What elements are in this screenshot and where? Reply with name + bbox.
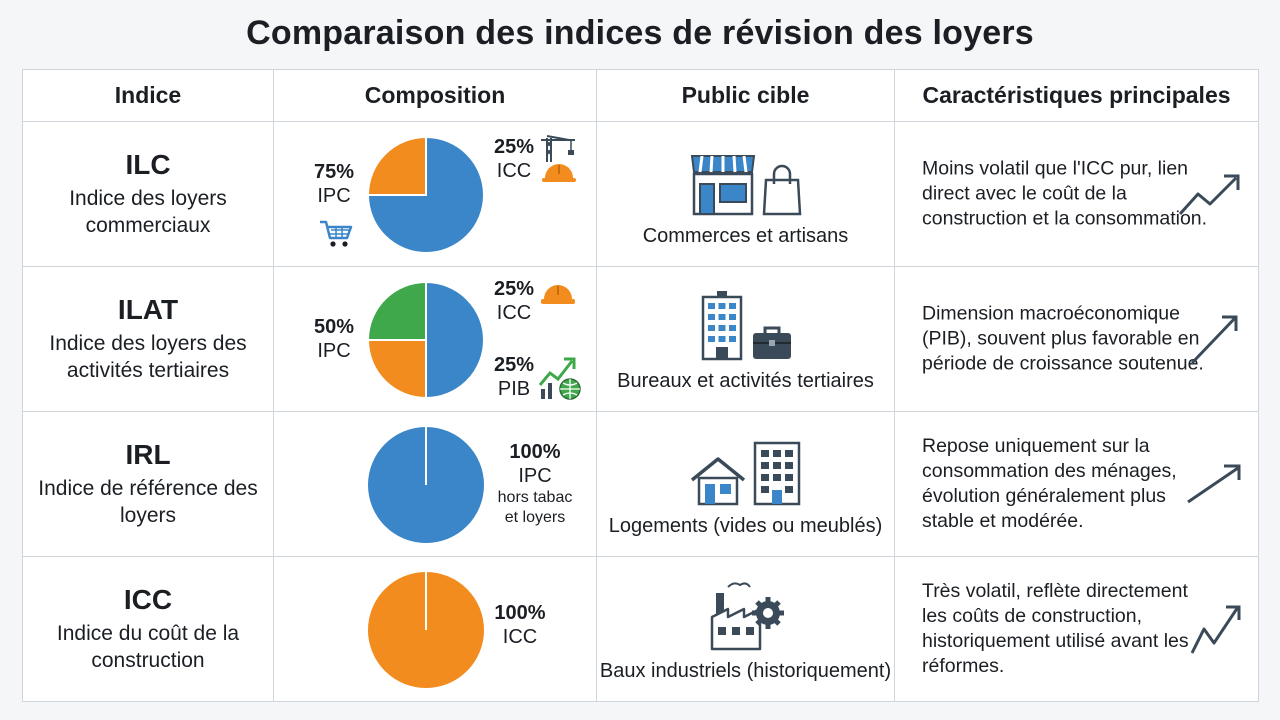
public-cell: Baux industriels (historiquement) — [596, 556, 895, 702]
share-label: 75% IPC — [313, 161, 355, 207]
pie-slice-icc — [366, 339, 427, 400]
pie-slice-ipc — [425, 280, 485, 400]
index-name: Indice du coût de la construction — [56, 622, 240, 672]
pie-slice-icc — [366, 135, 427, 196]
pie-slice-ipc — [366, 135, 485, 254]
header-composition: Composition — [273, 69, 597, 122]
public-label: Logements (vides ou meublés) — [608, 514, 883, 537]
composition-cell: 100% IPC hors tabac et loyers — [273, 411, 597, 557]
pie-chart — [366, 280, 485, 400]
cart-icon — [320, 220, 353, 247]
trend-arrow-icon — [1190, 315, 1238, 365]
table-row: ILAT Indice des loyers des activités ter… — [22, 266, 1259, 412]
index-cell: IRL Indice de référence des loyers — [22, 411, 274, 557]
shop-icon — [690, 154, 755, 215]
index-cell: ILC Indice des loyers commerciaux — [22, 121, 274, 267]
composition-cell: 75% IPC 25% ICC — [273, 121, 597, 267]
page-title: Comparaison des indices de révision des … — [246, 14, 1034, 52]
header-row: Indice Composition Public cible Caractér… — [22, 69, 1259, 122]
crane-helmet-icon — [541, 135, 576, 182]
index-name: Indice des loyers des activités tertiair… — [49, 332, 247, 382]
composition-cell: 100% ICC — [273, 556, 597, 702]
share-label: 25% ICC — [493, 136, 535, 182]
index-name: Indice de référence des loyers — [38, 477, 258, 527]
share-label: 100% ICC — [494, 602, 546, 648]
apartment-building-icon — [753, 441, 800, 505]
public-cell: Bureaux et activités tertiaires — [596, 266, 895, 412]
table-row: ICC Indice du coût de la construction 10… — [22, 556, 1259, 702]
index-cell: ICC Indice du coût de la construction — [22, 556, 274, 702]
pie-chart — [368, 427, 484, 543]
pie-chart — [366, 135, 485, 254]
shopping-bag-icon — [762, 164, 801, 215]
index-code: IRL — [125, 439, 171, 470]
public-label: Bureaux et activités tertiaires — [617, 369, 874, 392]
characteristics-cell: Moins volatil que l'ICC pur, lien direct… — [894, 121, 1259, 267]
header-indice: Indice — [22, 69, 274, 122]
pie-chart — [368, 572, 484, 688]
characteristics-text: Très volatil, reflète directement les co… — [922, 580, 1189, 677]
growth-globe-icon — [538, 357, 581, 400]
helmet-icon — [541, 285, 575, 304]
index-code: ILC — [125, 149, 171, 180]
characteristics-text: Dimension macroéconomique (PIB), souvent… — [922, 302, 1204, 375]
public-cell: Commerces et artisans — [596, 121, 895, 267]
table-row: ILC Indice des loyers commerciaux 75% IP… — [22, 121, 1259, 267]
share-label: 50% IPC — [313, 316, 355, 362]
share-label: 25% ICC — [493, 278, 535, 324]
trend-arrow-icon — [1187, 464, 1241, 504]
characteristics-text: Moins volatil que l'ICC pur, lien direct… — [922, 157, 1208, 230]
trend-up-icon — [1178, 174, 1240, 216]
characteristics-cell: Très volatil, reflète directement les co… — [894, 556, 1259, 702]
composition-cell: 50% IPC 25% ICC 25% PIB — [273, 266, 597, 412]
header-caracteristiques: Caractéristiques principales — [894, 69, 1259, 122]
factory-gear-icon — [710, 581, 784, 650]
public-cell: Logements (vides ou meublés) — [596, 411, 895, 557]
characteristics-cell: Dimension macroéconomique (PIB), souvent… — [894, 266, 1259, 412]
trend-zigzag-icon — [1190, 605, 1241, 654]
index-cell: ILAT Indice des loyers des activités ter… — [22, 266, 274, 412]
house-icon — [690, 456, 745, 505]
characteristics-text: Repose uniquement sur la consommation de… — [922, 435, 1177, 532]
characteristics-cell: Repose uniquement sur la consommation de… — [894, 411, 1259, 557]
index-code: ICC — [123, 584, 173, 615]
public-label: Commerces et artisans — [642, 224, 849, 247]
briefcase-icon — [752, 326, 791, 359]
index-code: ILAT — [117, 294, 179, 325]
index-name: Indice des loyers commerciaux — [69, 187, 227, 237]
public-label: Baux industriels (historiquement) — [599, 659, 892, 682]
share-label: 25% PIB — [493, 354, 535, 400]
pie-slice-pib — [366, 280, 427, 341]
share-label: 100% IPC hors tabac et loyers — [497, 441, 573, 526]
comparison-table: Indice Composition Public cible Caractér… — [22, 69, 1259, 702]
office-building-icon — [701, 290, 742, 360]
table-row: IRL Indice de référence des loyers 100% … — [22, 411, 1259, 557]
header-public-cible: Public cible — [596, 69, 895, 122]
